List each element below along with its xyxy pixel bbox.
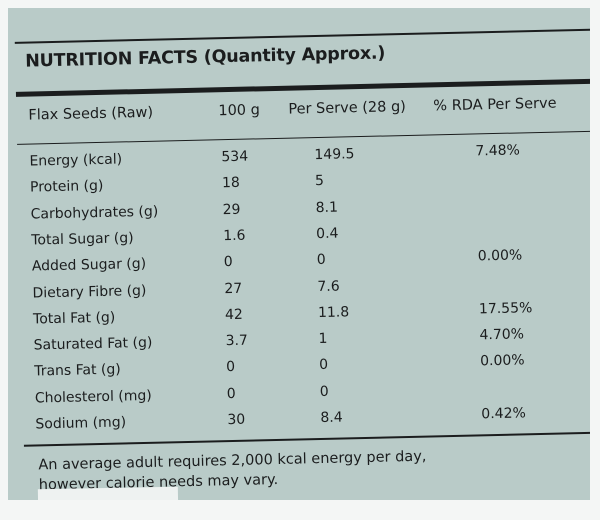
nutrient-name: Total Sugar (g)	[31, 230, 134, 249]
value-100g: 30	[227, 411, 246, 429]
nutrient-name: Sodium (mg)	[35, 414, 127, 433]
value-per-serve: 8.4	[320, 409, 343, 427]
value-rda: 0.00%	[477, 247, 523, 265]
value-per-serve: 149.5	[314, 146, 355, 164]
value-100g: 0	[226, 385, 236, 402]
value-per-serve: 0	[316, 252, 326, 269]
value-100g: 0	[223, 254, 233, 271]
table-header: Flax Seeds (Raw) 100 g Per Serve (28 g) …	[8, 94, 590, 130]
header-per-serve: Per Serve (28 g)	[288, 99, 407, 118]
nutrient-name: Carbohydrates (g)	[30, 203, 159, 223]
value-per-serve: 1	[318, 330, 328, 348]
top-rule	[14, 28, 590, 44]
value-per-serve: 5	[314, 173, 325, 190]
value-per-serve: 0	[319, 383, 329, 400]
nutrition-facts-sheet: NUTRITION FACTS (Quantity Approx.) Flax …	[8, 8, 590, 500]
value-100g: 1.6	[223, 227, 246, 245]
value-rda: 17.55%	[478, 299, 533, 318]
value-rda: 7.48%	[475, 142, 521, 160]
value-100g: 3.7	[225, 332, 249, 350]
value-rda: 0.42%	[481, 405, 526, 423]
nutrient-name: Protein (g)	[29, 178, 104, 196]
value-per-serve: 0	[319, 357, 329, 374]
nutrient-name: Cholesterol (mg)	[34, 387, 152, 407]
value-100g: 27	[224, 280, 243, 297]
header-100g: 100 g	[218, 102, 261, 120]
nutrient-name: Added Sugar (g)	[31, 256, 147, 275]
value-per-serve: 11.8	[317, 304, 350, 321]
value-rda: 0.00%	[479, 352, 525, 370]
value-100g: 29	[222, 201, 241, 218]
value-rda: 4.70%	[479, 326, 525, 344]
value-100g: 534	[221, 148, 249, 166]
value-100g: 42	[224, 306, 244, 323]
value-100g: 18	[221, 175, 241, 192]
nutrient-rows: Energy (kcal) 534 149.5 7.48% Protein (g) 18 5…	[8, 8, 590, 432]
nutrient-name: Dietary Fibre (g)	[32, 282, 147, 302]
nutrition-label-panel: NUTRITION FACTS (Quantity Approx.) Flax …	[8, 8, 590, 500]
thick-rule	[15, 78, 590, 97]
header-product: Flax Seeds (Raw)	[28, 104, 154, 124]
value-per-serve: 7.6	[317, 278, 340, 295]
nutrition-facts-title: NUTRITION FACTS (Quantity Approx.)	[24, 43, 386, 72]
package-edge	[37, 486, 179, 500]
nutrient-name: Saturated Fat (g)	[33, 334, 153, 354]
value-per-serve: 0.4	[316, 225, 339, 242]
value-per-serve: 8.1	[315, 199, 339, 216]
nutrient-name: Trans Fat (g)	[34, 361, 121, 380]
nutrient-name: Energy (kcal)	[29, 151, 123, 170]
nutrient-name: Total Fat (g)	[32, 309, 116, 328]
value-100g: 0	[226, 359, 236, 376]
header-rda: % RDA Per Serve	[433, 95, 557, 115]
